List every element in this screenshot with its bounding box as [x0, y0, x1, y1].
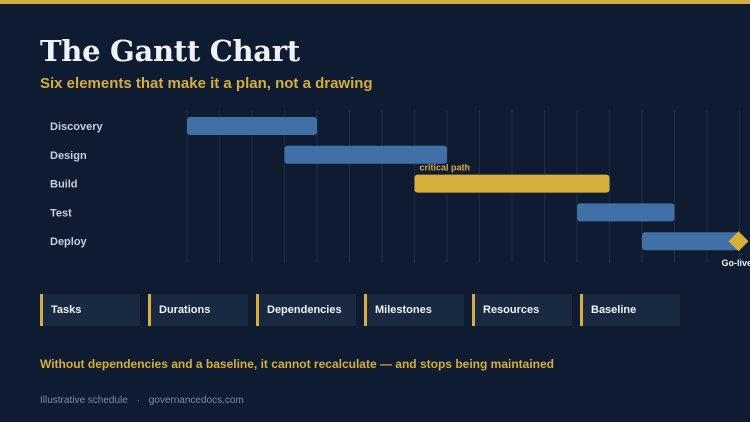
task-label-design: Design [50, 150, 87, 162]
top-accent-bar [0, 0, 750, 4]
page-subtitle: Six elements that make it a plan, not a … [40, 75, 373, 92]
gantt-row-labels: Discovery Design Build Test Deploy [50, 121, 103, 248]
credit-separator: · [136, 395, 140, 406]
element-card-dependencies: Dependencies [256, 294, 356, 326]
task-bar-discovery [187, 117, 317, 135]
element-card-baseline: Baseline [580, 294, 680, 326]
task-bar-deploy [642, 232, 740, 251]
critical-path-annotation: critical path [420, 163, 471, 173]
task-bar-test [577, 203, 675, 222]
gantt-annotations: critical path Go-live [420, 163, 750, 269]
page-title: The Gantt Chart [40, 34, 300, 68]
gantt-chart: Discovery Design Build Test Deploy critical … [50, 110, 750, 269]
element-list: Tasks Durations Dependencies Milestones Reso… [40, 294, 680, 326]
gantt-bars [187, 117, 749, 252]
task-bar-design [284, 145, 447, 164]
milestone-diamond [728, 231, 749, 252]
element-card-durations: Durations [148, 294, 248, 326]
footer-message: Without dependencies and a baseline, it … [40, 357, 554, 371]
task-label-test: Test [50, 207, 72, 219]
source-note: Illustrative schedule [40, 395, 128, 406]
element-card-tasks: Tasks [40, 294, 140, 326]
task-label-discovery: Discovery [50, 121, 103, 133]
site-link[interactable]: governancedocs.com [148, 395, 244, 406]
credits: Illustrative schedule · governancedocs.c… [40, 395, 244, 406]
task-label-deploy: Deploy [50, 236, 88, 248]
task-bar-build [414, 174, 610, 193]
task-label-build: Build [50, 179, 78, 191]
element-card-resources: Resources [472, 294, 572, 326]
element-card-milestones: Milestones [364, 294, 464, 326]
milestone-label: Go-live [722, 258, 750, 268]
